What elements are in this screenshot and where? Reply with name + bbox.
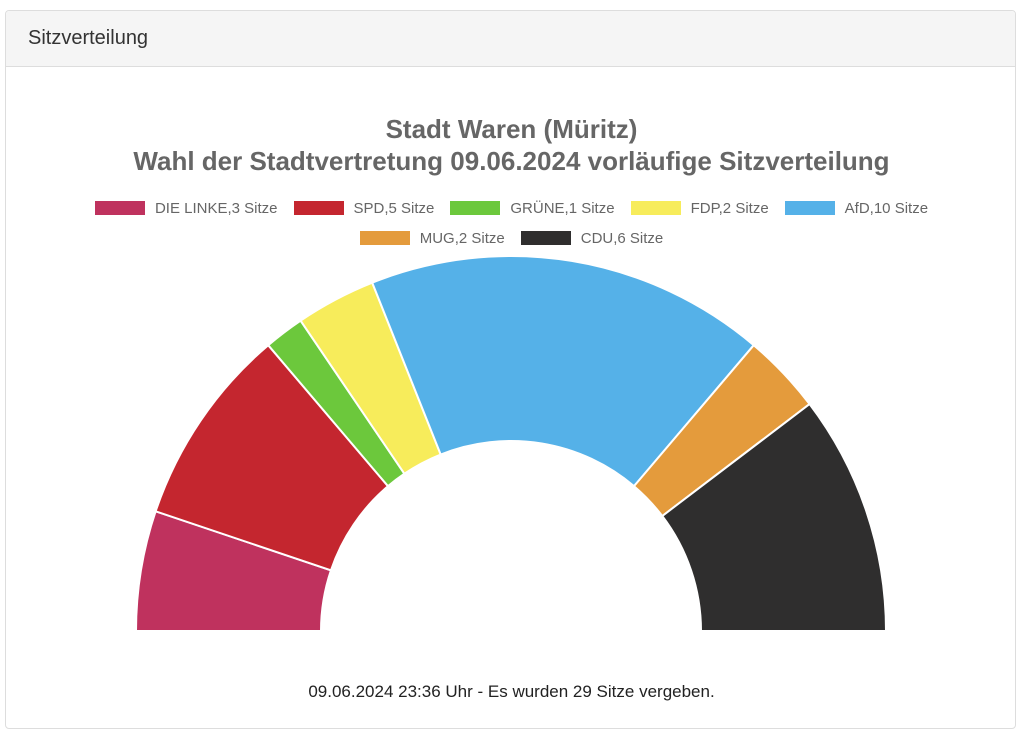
legend-color-swatch xyxy=(94,201,145,215)
legend-label: SPD,5 Sitze xyxy=(353,199,435,217)
chart-area: Stadt Waren (Müritz) Wahl der Stadtvertr… xyxy=(6,67,1017,729)
legend-item-grüne[interactable]: GRÜNE,1 Sitze xyxy=(450,199,615,217)
legend-label: AfD,10 Sitze xyxy=(844,199,929,217)
legend-item-afd[interactable]: AfD,10 Sitze xyxy=(784,199,929,217)
legend-color-swatch xyxy=(450,201,501,215)
legend-row: DIE LINKE,3 Sitze SPD,5 Sitze GRÜNE,1 Sitz… xyxy=(6,193,1017,223)
legend-color-swatch xyxy=(784,201,835,215)
seat-distribution-panel: Sitzverteilung Stadt Waren (Müritz) Wahl… xyxy=(5,10,1016,729)
legend-item-mug[interactable]: MUG,2 Sitze xyxy=(359,229,505,247)
legend-label: FDP,2 Sitze xyxy=(690,199,769,217)
legend-color-swatch xyxy=(630,201,681,215)
legend-item-spd[interactable]: SPD,5 Sitze xyxy=(293,199,435,217)
legend-label: MUG,2 Sitze xyxy=(419,229,505,247)
legend-label: GRÜNE,1 Sitze xyxy=(510,199,615,217)
legend-item-fdp[interactable]: FDP,2 Sitze xyxy=(630,199,769,217)
slice-afd[interactable] xyxy=(370,255,756,488)
legend-label: CDU,6 Sitze xyxy=(580,229,664,247)
legend-item-die-linke[interactable]: DIE LINKE,3 Sitze xyxy=(94,199,278,217)
legend-label: DIE LINKE,3 Sitze xyxy=(154,199,278,217)
legend-color-swatch xyxy=(293,201,344,215)
slice-cdu[interactable] xyxy=(660,402,888,632)
panel-heading: Sitzverteilung xyxy=(6,11,1015,67)
legend-color-swatch xyxy=(520,231,571,245)
legend-color-swatch xyxy=(359,231,410,245)
chart-title: Stadt Waren (Müritz) Wahl der Stadtvertr… xyxy=(6,113,1017,177)
chart-footer-text: 09.06.2024 23:36 Uhr - Es wurden 29 Sitz… xyxy=(308,682,715,701)
chart-title-line1: Stadt Waren (Müritz) xyxy=(385,114,638,144)
legend-row: MUG,2 Sitze CDU,6 Sitze xyxy=(6,223,1017,253)
chart-title-line2: Wahl der Stadtvertretung 09.06.2024 vorl… xyxy=(133,146,890,176)
parliament-chart xyxy=(134,255,888,632)
legend-item-cdu[interactable]: CDU,6 Sitze xyxy=(520,229,664,247)
chart-legend: DIE LINKE,3 Sitze SPD,5 Sitze GRÜNE,1 Sitz… xyxy=(6,193,1017,253)
